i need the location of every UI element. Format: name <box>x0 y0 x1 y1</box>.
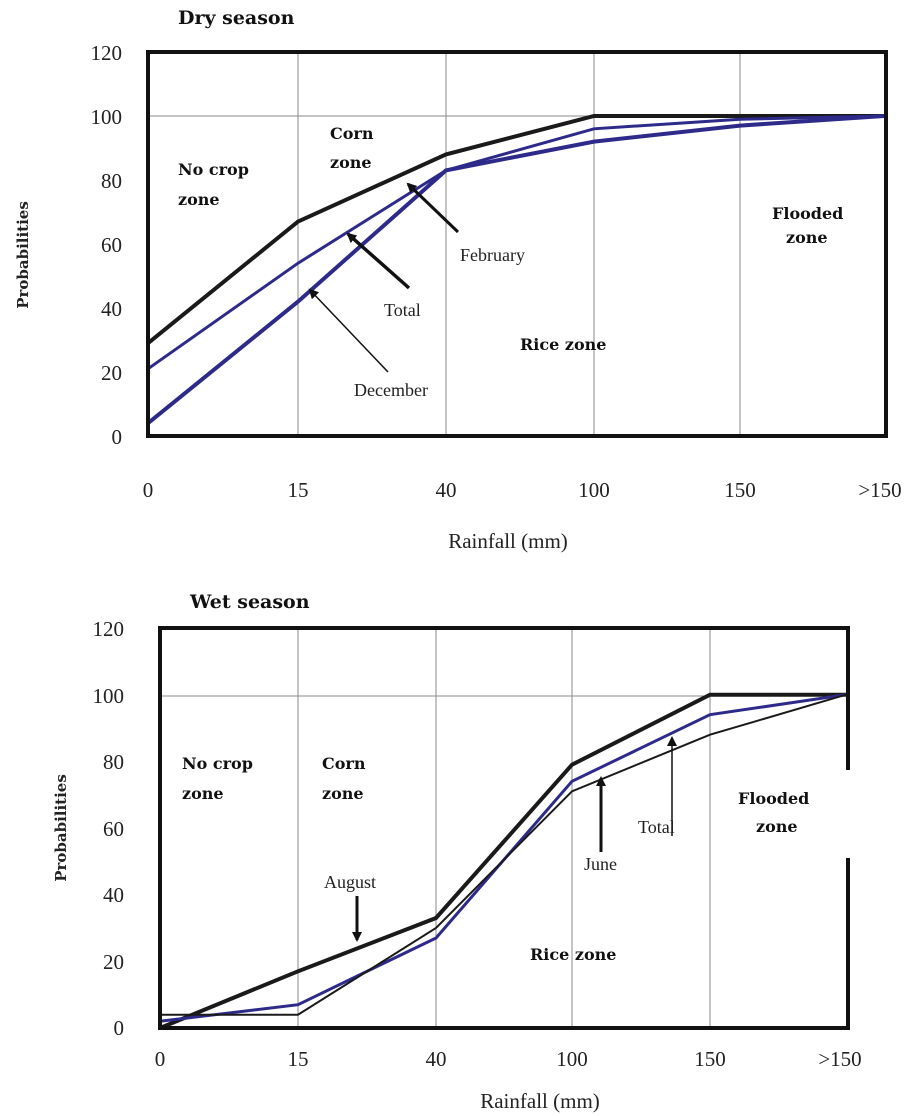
y-tick-label: 20 <box>101 361 122 385</box>
annotation-label: August <box>324 872 376 892</box>
series-line-total <box>159 693 847 1023</box>
zone-label-no-crop: zone <box>178 190 220 209</box>
zone-label-flooded: Flooded <box>772 204 843 223</box>
series-line-february <box>146 114 884 345</box>
annotation-label: Total <box>638 817 675 837</box>
zone-label-no-crop: No crop <box>178 160 249 179</box>
annotation-arrow <box>406 182 460 234</box>
y-axis-label: Probabilities <box>14 201 32 309</box>
y-tick-label: 60 <box>101 233 122 257</box>
x-tick-label: 0 <box>155 1047 166 1071</box>
y-tick-label: 20 <box>103 950 124 974</box>
y-tick-label: 40 <box>101 297 122 321</box>
dry-season-chart: Dry season 0 20 40 60 80 100 120 Probabi… <box>14 7 902 553</box>
series-line-august <box>159 692 846 1030</box>
y-tick-label: 100 <box>93 684 125 708</box>
x-axis-label: Rainfall (mm) <box>448 529 568 553</box>
y-tick-label: 60 <box>103 817 124 841</box>
wet-season-chart: Wet season 0 20 40 60 80 100 120 Probabi… <box>52 591 862 1113</box>
y-tick-label: 100 <box>91 105 123 129</box>
x-tick-label: 150 <box>724 478 756 502</box>
zone-label-flooded: zone <box>756 817 798 836</box>
chart-title: Wet season <box>189 591 310 613</box>
annotation-label: February <box>460 245 525 265</box>
annotation-label: December <box>354 380 428 400</box>
y-tick-label: 80 <box>103 750 124 774</box>
annotation-arrow <box>346 232 411 290</box>
x-tick-label: >150 <box>858 478 901 502</box>
y-tick-label: 120 <box>93 617 125 641</box>
y-tick-label: 120 <box>91 41 123 65</box>
x-tick-label: 15 <box>288 1047 309 1071</box>
annotation-arrow <box>308 288 389 373</box>
x-axis-label: Rainfall (mm) <box>480 1089 600 1113</box>
x-tick-label: 0 <box>143 478 154 502</box>
zone-label-no-crop: No crop <box>182 754 253 773</box>
zone-label-flooded: zone <box>786 228 828 247</box>
zone-label-rice: Rice zone <box>530 945 616 964</box>
chart-title: Dry season <box>178 7 295 29</box>
annotation-label: June <box>584 854 617 874</box>
zone-label-corn: zone <box>330 153 372 172</box>
annotation-label: Total <box>384 300 421 320</box>
y-tick-label: 0 <box>114 1016 125 1040</box>
zone-label-flooded: Flooded <box>738 789 809 808</box>
plot-frame <box>146 50 888 438</box>
zone-label-no-crop: zone <box>182 784 224 803</box>
y-tick-label: 40 <box>103 883 124 907</box>
x-tick-label: 40 <box>426 1047 447 1071</box>
x-tick-label: >150 <box>818 1047 861 1071</box>
series-line-june <box>160 693 847 1016</box>
x-tick-label: 100 <box>578 478 610 502</box>
x-tick-label: 150 <box>694 1047 726 1071</box>
y-tick-label: 0 <box>112 425 123 449</box>
y-axis-label: Probabilities <box>52 774 70 882</box>
series-line-total <box>147 114 885 371</box>
x-tick-label: 15 <box>288 478 309 502</box>
series-line-december <box>146 114 885 425</box>
x-tick-label: 40 <box>436 478 457 502</box>
zone-label-corn: Corn <box>322 754 366 773</box>
y-tick-label: 80 <box>101 169 122 193</box>
zone-label-rice: Rice zone <box>520 335 606 354</box>
plot-frame <box>158 626 850 1030</box>
x-tick-label: 100 <box>556 1047 588 1071</box>
zone-label-corn: Corn <box>330 124 374 143</box>
zone-label-corn: zone <box>322 784 364 803</box>
